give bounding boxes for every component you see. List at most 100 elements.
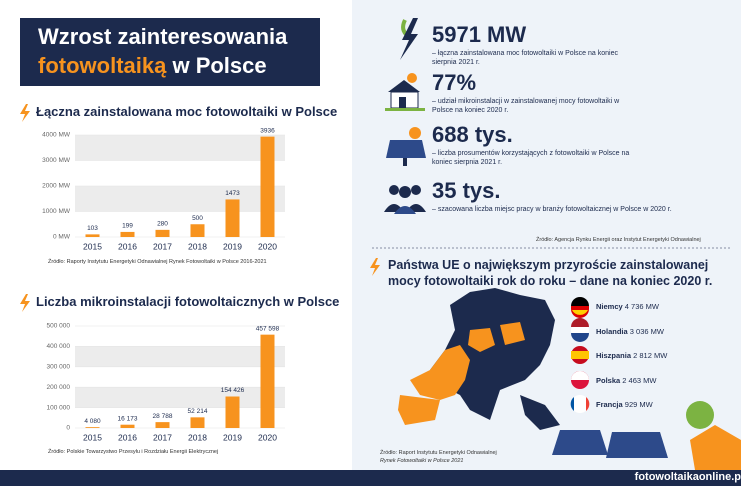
y-tick-label: 1000 MW (42, 208, 71, 215)
flag-nl (571, 318, 589, 342)
x-tick-label: 2018 (188, 241, 207, 251)
bar (260, 136, 275, 237)
eu-title: Państwa UE o największym przyroście zain… (388, 258, 713, 288)
flag-pl (571, 371, 589, 389)
value-label: 500 (192, 215, 203, 222)
value-label: 16 173 (118, 415, 138, 422)
stat-description: – łączna zainstalowana moc fotowoltaiki … (432, 50, 618, 66)
country: Niemcy (596, 302, 623, 311)
y-tick-label: 2000 MW (42, 183, 71, 190)
country-value: 3 036 MW (629, 326, 664, 336)
stat-description: – liczba prosumentów korzystających z fo… (432, 150, 630, 166)
eu-source: Źródło: Raport Instytutu Energetyki Odna… (380, 450, 497, 456)
x-tick-label: 2017 (153, 241, 172, 251)
value-label: 280 (157, 221, 168, 228)
stats-source: Źródło: Agencja Rynku Energii oraz Insty… (536, 237, 701, 243)
stat-description: – udział mikroinstalacji w zainstalowane… (432, 98, 620, 114)
flag-fr (570, 395, 590, 413)
eu-item: Holandia 3 036 MW (596, 327, 664, 336)
y-tick-label: 200 000 (47, 384, 71, 391)
footer-bar (0, 470, 741, 486)
title-box: Wzrost zainteresowania fotowoltaiką w Po… (20, 18, 320, 86)
y-tick-label: 300 000 (47, 364, 71, 371)
bolt-icon (20, 104, 30, 122)
bolt-icon (370, 258, 380, 276)
panel-icon (386, 127, 426, 166)
bar (155, 229, 170, 237)
footer-logo: fotowoltaikaonline.p (634, 471, 741, 483)
x-tick-label: 2020 (258, 241, 277, 251)
x-tick-label: 2016 (118, 432, 137, 442)
eu-item: Polska 2 463 MW (596, 376, 656, 385)
y-tick-label: 400 000 (47, 343, 71, 350)
grid-band (75, 186, 285, 212)
country: Holandia (596, 326, 628, 336)
solar-panels (552, 401, 741, 470)
chart-title: Łączna zainstalowana moc fotowoltaiki w … (36, 104, 338, 119)
grid-band (75, 135, 285, 161)
bar (85, 427, 100, 428)
x-tick-label: 2016 (118, 241, 137, 251)
europe-map (398, 288, 560, 430)
y-tick-label: 500 000 (47, 323, 71, 330)
x-tick-label: 2015 (83, 241, 102, 251)
x-tick-label: 2019 (223, 241, 242, 251)
eu-source: Rynek Fotowoltaiki w Polsce 2021 (380, 458, 464, 464)
value-label: 154 426 (221, 387, 245, 394)
people-icon (384, 185, 426, 214)
stat-description: – szacowana liczba miejsc pracy w branży… (432, 206, 672, 213)
value-label: 1473 (225, 190, 240, 197)
title-rest: w Polsce (172, 53, 267, 78)
x-tick-label: 2017 (153, 432, 172, 442)
x-tick-label: 2020 (258, 432, 277, 442)
energy-icon (400, 18, 418, 60)
title-line: fotowoltaiką w Polsce (38, 51, 320, 80)
value-label: 199 (122, 223, 133, 230)
y-tick-label: 4000 MW (42, 132, 71, 139)
stat-value: 35 tys. (432, 178, 501, 203)
y-tick-label: 3000 MW (42, 157, 71, 164)
grid-band (75, 387, 285, 408)
bar (85, 234, 100, 237)
flag-de (571, 297, 589, 318)
bar (155, 422, 170, 428)
x-tick-label: 2019 (223, 432, 242, 442)
value-label: 52 214 (188, 408, 208, 415)
x-tick-label: 2015 (83, 432, 102, 442)
chart-source: Źródło: Polskie Towarzystwo Przesyłu i R… (48, 449, 219, 455)
value-label: 103 (87, 225, 98, 232)
title-line: Wzrost zainteresowania (38, 24, 288, 49)
y-tick-label: 100 000 (47, 404, 71, 411)
stat-value: 688 tys. (432, 122, 513, 147)
bar (120, 424, 135, 428)
bolt-icon (20, 294, 30, 312)
chart-source: Źródło: Raporty Instytutu Energetyki Odn… (48, 259, 267, 265)
value-label: 28 788 (153, 413, 173, 420)
country-value: 2 812 MW (633, 351, 668, 360)
bar (120, 231, 135, 237)
country-value: 4 736 MW (624, 302, 659, 311)
eu-item: Hiszpania 2 812 MW (596, 351, 667, 360)
bar (190, 417, 205, 428)
bar (260, 334, 275, 428)
stat-value: 5971 MW (432, 22, 527, 47)
eu-item: Francja 929 MW (596, 400, 653, 409)
stat-value: 77% (432, 70, 477, 95)
chart-title: Liczba mikroinstalacji fotowoltaicznych … (36, 294, 340, 309)
title-highlight: fotowoltaiką (38, 53, 167, 78)
value-label: 457 598 (256, 325, 280, 332)
eu-item: Niemcy 4 736 MW (596, 302, 659, 311)
bar (225, 199, 240, 237)
grid-band (75, 346, 285, 367)
house-icon (385, 73, 425, 111)
country: Polska (596, 375, 621, 385)
bar (190, 224, 205, 237)
country-value: 2 463 MW (622, 375, 657, 385)
value-label: 3936 (260, 127, 275, 134)
bar (225, 396, 240, 428)
country-value: 929 MW (624, 400, 653, 409)
x-tick-label: 2018 (188, 432, 207, 442)
country: Hiszpania (596, 351, 632, 360)
